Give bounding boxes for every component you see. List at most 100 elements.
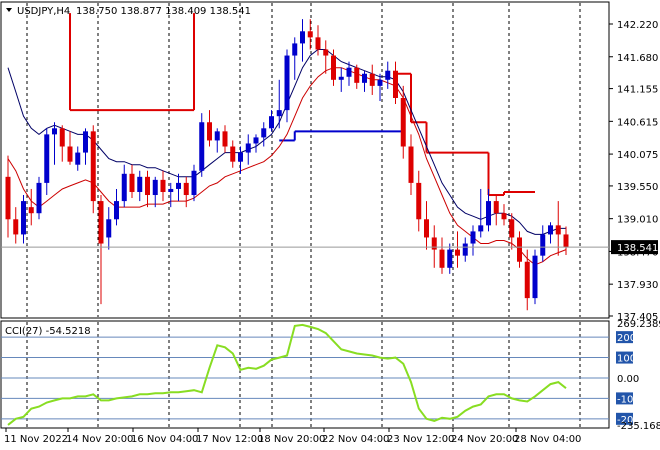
candle [416,170,422,232]
candle-body [284,55,290,111]
candle [493,195,499,226]
candle-body [230,146,236,162]
candle [501,204,507,226]
candle [470,225,476,256]
candle-body [331,55,336,80]
candle [261,122,267,147]
candle [377,73,383,102]
candle [183,176,189,208]
time-tick-label: 16 Nov 04:00 [131,434,198,445]
current-price-box: 138.541 [611,240,658,255]
candle [152,176,158,208]
cci-tick-label: -100 [617,394,640,405]
candle-body [98,201,104,244]
candle [439,237,445,274]
candle [408,134,414,196]
candle-body [214,131,220,141]
candle-body [28,207,34,214]
candle-body [315,37,321,50]
candle-body [13,219,19,235]
candle [59,125,65,162]
candle [555,201,561,256]
candle-body [238,152,243,162]
candles [5,19,569,311]
time-tick-label: 11 Nov 2022 [4,434,68,445]
candle [52,122,57,165]
cci-tick-label: 100 [617,354,636,365]
candle [424,201,429,250]
price-tick-label: 141.680 [617,53,658,64]
candle-body [145,176,150,196]
symbol-label: USDJPY,H4 [17,6,70,17]
candle-body [83,131,88,153]
candle-body [540,234,546,256]
candle [393,61,398,105]
candle-body [493,201,499,214]
price-tick-label: 140.075 [617,150,658,161]
candle [540,225,546,262]
candle-body [44,134,50,183]
candle-body [276,110,282,117]
candle-body [524,261,530,299]
cci-level-box [616,351,633,364]
candle-body [362,73,367,83]
ohlc-values: 138.750 138.877 138.409 138.541 [76,6,251,17]
candle [307,19,313,50]
candle-body [517,237,522,262]
candle [90,125,96,214]
price-tick-label: 139.550 [617,182,658,193]
price-tick-label: 140.615 [617,117,658,128]
candle [276,79,282,129]
candle-body [424,219,429,238]
candle-body [555,225,561,235]
candle [532,249,538,305]
candle-body [385,70,391,80]
time-tick-label: 17 Nov 12:00 [196,434,263,445]
candle-body [5,176,11,220]
candle [354,64,360,89]
candle [431,225,437,268]
candle-body [408,146,414,183]
candle [315,25,321,56]
candle [478,188,484,238]
candle-body [416,182,422,220]
candle-body [300,31,305,44]
time-tick-label: 23 Nov 12:00 [387,434,454,445]
candle [455,231,460,268]
price-tick-label: 137.405 [617,312,658,323]
candle-body [183,182,189,196]
cci-tick-label: 269.2389 [617,319,660,330]
cci-line [7,323,567,426]
candle-body [439,249,445,268]
triangle-down-icon[interactable] [6,8,12,12]
candle [222,125,228,153]
candle-body [548,225,553,235]
candle [462,237,468,262]
candle-body [369,73,375,86]
candle-body [121,173,127,202]
time-tick-label: 28 Nov 04:00 [514,434,581,445]
candle [21,195,26,244]
candle-body [106,219,112,238]
candle [486,188,491,232]
candle-body [253,137,259,144]
cci-level-box [616,331,633,344]
current-price-label: 138.541 [617,243,658,254]
cci-level-box [616,392,633,405]
price-tick-label: 142.220 [617,20,658,31]
candle-body [532,255,538,299]
candle [385,61,391,89]
candle-body [462,243,468,256]
candle-body [377,79,383,86]
candle-body [176,182,181,189]
candle-body [36,182,42,214]
candle [28,188,34,226]
candle-body [455,249,460,256]
candle-body [261,128,267,138]
candle [563,226,569,256]
candle [400,85,406,159]
candle [253,134,259,153]
candle [98,195,104,305]
